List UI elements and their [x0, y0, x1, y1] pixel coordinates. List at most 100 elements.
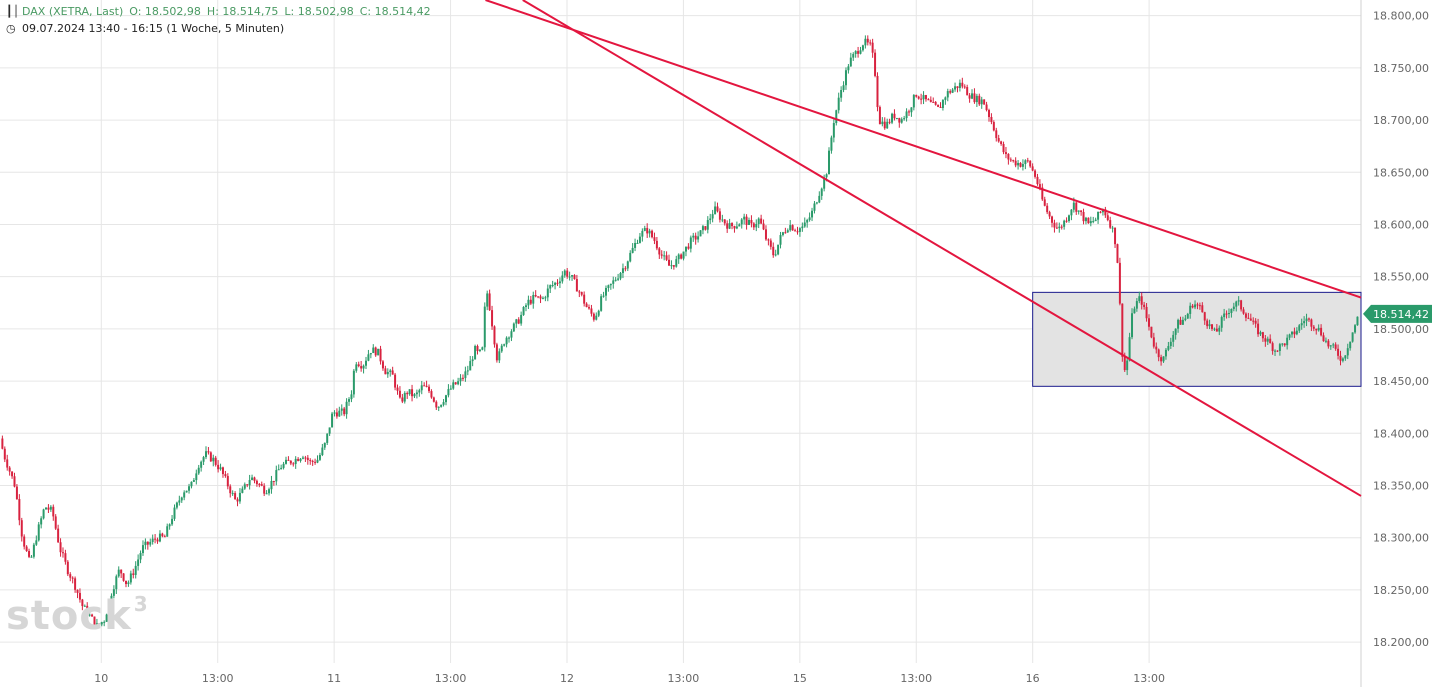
candle-body	[1080, 210, 1083, 212]
candle-body	[701, 226, 704, 231]
candle-body	[677, 254, 680, 260]
candle-body	[915, 94, 918, 97]
candle-body	[1186, 313, 1189, 319]
candle-body	[680, 254, 683, 259]
candle-body	[588, 307, 591, 309]
candle-body	[59, 542, 62, 553]
candle-body	[927, 99, 930, 101]
candle-body	[583, 294, 586, 304]
candle-body	[241, 488, 244, 493]
candle-body	[1329, 345, 1332, 347]
candle-body	[551, 285, 554, 287]
candle-body	[1223, 313, 1226, 318]
candle-body	[432, 397, 435, 402]
candle-body	[854, 51, 857, 54]
candle-body	[1162, 356, 1165, 362]
candle-body	[1351, 332, 1354, 342]
candle-body	[488, 293, 491, 311]
candle-body	[374, 347, 377, 356]
candle-body	[779, 235, 782, 245]
trendline	[485, 0, 1362, 299]
candle-body	[212, 457, 215, 462]
candle-body	[326, 433, 329, 443]
candle-body	[190, 481, 193, 487]
candle-body	[1244, 313, 1247, 318]
last-price-label: 18.514,42	[1373, 308, 1429, 321]
candle-body	[762, 223, 765, 230]
candle-body	[166, 526, 169, 537]
candle-body	[626, 261, 629, 269]
candle-body	[1152, 337, 1155, 347]
candle-body	[1354, 325, 1357, 333]
y-tick-label: 18.350,00	[1373, 480, 1429, 493]
candle-body	[481, 347, 484, 350]
candle-body	[752, 223, 755, 228]
candle-body	[563, 270, 566, 276]
candle-body	[604, 287, 607, 296]
candle-body	[573, 275, 576, 280]
candle-body	[103, 621, 106, 623]
candle-body	[277, 469, 280, 471]
candle-body	[66, 561, 69, 575]
candle-body	[350, 394, 353, 400]
candle-body	[396, 387, 399, 391]
candle-body	[987, 110, 990, 118]
candle-body	[971, 93, 974, 99]
candle-body	[682, 251, 685, 259]
candle-body	[1034, 170, 1037, 177]
candle-body	[663, 255, 666, 257]
candle-body	[813, 203, 816, 211]
candle-body	[260, 484, 263, 486]
candle-body	[658, 248, 661, 255]
candle-body	[1356, 316, 1359, 326]
candle-body	[900, 119, 903, 123]
x-axis: 10 13:00 11 13:00 12 13:00 15 13:00 16 13:00	[94, 672, 1165, 685]
candle-body	[1026, 160, 1029, 162]
candle-body	[537, 296, 540, 298]
candle-body	[1075, 202, 1078, 212]
candle-body	[226, 476, 229, 487]
candle-body	[243, 484, 246, 489]
candle-body	[474, 345, 477, 360]
candle-body	[595, 315, 598, 320]
candle-body	[992, 122, 995, 131]
candle-body	[386, 371, 389, 375]
candle-body	[609, 283, 612, 286]
candle-body	[1065, 220, 1068, 222]
x-tick-label: 11	[327, 672, 341, 685]
candle-body	[151, 538, 154, 542]
candle-body	[532, 294, 535, 304]
candle-body	[1077, 210, 1080, 212]
candle-body	[1133, 308, 1136, 314]
candle-body	[728, 223, 731, 229]
candle-body	[447, 389, 450, 396]
candle-body	[246, 484, 249, 486]
x-tick-label: 10	[94, 672, 108, 685]
close-value: C: 18.514,42	[359, 5, 431, 18]
candle-body	[209, 452, 212, 462]
candle-body	[1249, 318, 1252, 321]
candle-body	[558, 281, 561, 284]
candle-body	[920, 98, 923, 100]
candle-body	[449, 388, 452, 390]
ohlc-header: ┃│ DAX (XETRA, Last) O: 18.502,98 H: 18.514…	[6, 5, 437, 18]
candle-body	[362, 365, 365, 369]
candle-body	[1276, 350, 1279, 352]
candle-body	[251, 477, 254, 481]
candle-body	[1167, 346, 1170, 350]
candle-body	[820, 188, 823, 196]
candle-body	[364, 360, 367, 366]
candle-body	[1240, 300, 1243, 310]
candle-body	[1278, 344, 1281, 351]
candle-body	[1104, 209, 1107, 216]
candle-body	[306, 457, 309, 461]
candle-body	[486, 293, 489, 307]
candle-body	[183, 492, 186, 498]
candle-body	[1099, 211, 1102, 213]
candle-body	[413, 394, 416, 397]
candle-body	[13, 476, 16, 487]
candle-body	[1257, 323, 1260, 335]
candle-body	[1084, 217, 1087, 222]
candle-body	[299, 458, 302, 461]
candle-body	[100, 622, 103, 625]
